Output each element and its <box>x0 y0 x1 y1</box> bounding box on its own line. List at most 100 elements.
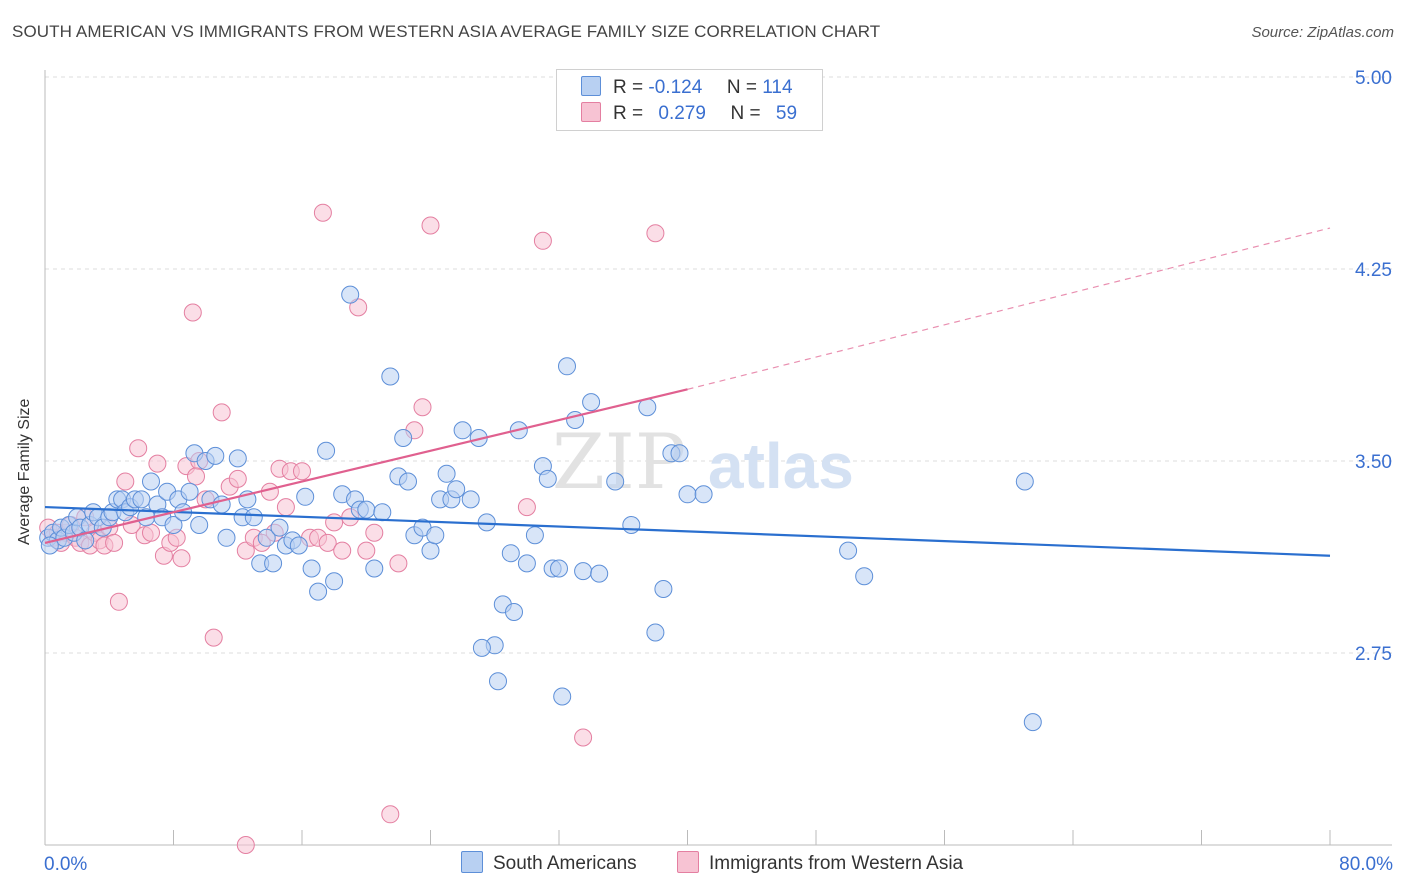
y-tick-label: 5.00 <box>1355 68 1392 89</box>
data-point-western-asia <box>574 728 593 747</box>
data-point-south-americans <box>622 516 641 534</box>
data-point-western-asia <box>116 472 135 491</box>
data-point-western-asia <box>142 523 160 542</box>
legend-item-western-asia: Immigrants from Western Asia <box>677 851 963 875</box>
data-point-western-asia <box>236 541 255 560</box>
data-point-south-americans <box>447 480 466 499</box>
trend-lines <box>44 227 1331 557</box>
data-point-south-americans <box>164 516 183 534</box>
x-tick-label: 0.0% <box>44 854 87 875</box>
data-point-western-asia <box>212 403 231 422</box>
data-point-western-asia <box>236 836 255 854</box>
x-tick-label: 80.0% <box>1339 854 1393 875</box>
data-point-western-asia <box>109 592 128 611</box>
legend-row-western-asia: R = 0.279 N = 59 <box>581 102 797 128</box>
data-point-south-americans <box>365 559 384 578</box>
data-point-south-americans <box>517 554 536 573</box>
data-point-western-asia <box>228 469 247 488</box>
data-point-south-americans <box>437 464 456 483</box>
data-point-western-asia <box>517 498 536 517</box>
data-point-south-americans <box>1023 713 1042 732</box>
data-point-south-americans <box>839 541 858 560</box>
data-point-western-asia <box>421 216 440 235</box>
data-point-south-americans <box>654 580 673 598</box>
data-point-south-americans <box>217 528 236 547</box>
trend-line-western-asia <box>44 388 688 544</box>
legend-r-value: -0.124 <box>648 77 703 98</box>
data-point-western-asia <box>413 398 432 417</box>
data-point-western-asia <box>646 224 665 243</box>
trend-line-extension <box>687 227 1331 390</box>
legend-n-value: 114 <box>762 77 793 98</box>
data-point-south-americans <box>670 444 689 463</box>
legend-r-value: 0.279 <box>658 103 706 124</box>
data-point-western-asia <box>105 533 124 552</box>
data-point-western-asia <box>357 541 376 560</box>
tick-labels: 2.75 3.50 4.25 5.00 0.0% 80.0% <box>44 68 1393 875</box>
y-tick-label: 2.75 <box>1355 644 1392 665</box>
data-point-south-americans <box>550 559 568 578</box>
legend-item-label: Immigrants from Western Asia <box>709 853 964 874</box>
pink-swatch <box>677 851 699 873</box>
data-point-south-americans <box>472 638 491 657</box>
legend-n-value: 59 <box>775 103 798 124</box>
legend-r-label: R = <box>613 103 644 124</box>
data-point-south-americans <box>244 508 263 527</box>
data-point-south-americans <box>257 528 276 547</box>
correlation-legend: R = -0.124 N = 114 R = 0.279 N = 59 <box>556 69 823 131</box>
y-axis-label: Average Family Size <box>16 398 33 545</box>
data-point-western-asia <box>293 462 311 481</box>
y-axis-label-wrap: Average Family Size <box>14 290 40 690</box>
data-point-south-americans <box>228 449 247 468</box>
data-point-south-americans <box>477 513 496 532</box>
data-point-south-americans <box>317 441 336 460</box>
blue-swatch <box>461 851 483 873</box>
data-point-south-americans <box>501 544 520 563</box>
legend-n-label: N = <box>726 77 757 98</box>
data-point-south-americans <box>289 536 308 555</box>
data-point-south-americans <box>538 469 557 488</box>
y-tick-label: 3.50 <box>1355 452 1392 473</box>
data-point-western-asia <box>276 498 295 517</box>
data-point-western-asia <box>187 467 205 486</box>
data-point-south-americans <box>421 541 440 560</box>
data-point-south-americans <box>190 516 209 534</box>
data-point-western-asia <box>333 541 352 560</box>
legend-row-south-americans: R = -0.124 N = 114 <box>581 76 793 102</box>
data-point-south-americans <box>646 623 665 642</box>
data-point-south-americans <box>574 562 593 581</box>
y-tick-label: 4.25 <box>1355 260 1392 281</box>
data-point-south-americans <box>694 485 713 504</box>
data-point-south-americans <box>341 285 360 304</box>
data-point-south-americans <box>309 582 328 601</box>
chart-source: Source: ZipAtlas.com <box>1251 24 1394 41</box>
data-point-south-americans <box>590 564 609 583</box>
data-point-western-asia <box>204 628 223 647</box>
data-point-western-asia <box>148 454 167 473</box>
legend-item-south-americans: South Americans <box>461 851 637 875</box>
data-point-western-asia <box>129 439 148 458</box>
data-point-south-americans <box>264 554 283 573</box>
data-point-western-asia <box>172 549 191 568</box>
data-point-south-americans <box>270 518 289 537</box>
data-point-south-americans <box>180 482 199 501</box>
data-point-south-americans <box>1015 472 1034 491</box>
data-point-south-americans <box>855 567 874 586</box>
data-point-western-asia <box>313 203 332 222</box>
data-point-western-asia <box>325 513 344 532</box>
data-point-south-americans <box>132 490 151 509</box>
watermark-zip: ZIP <box>552 417 686 506</box>
data-point-western-asia <box>389 554 408 573</box>
data-point-western-asia <box>349 298 368 317</box>
data-point-south-americans <box>357 500 376 519</box>
data-point-south-americans <box>461 490 480 509</box>
series-legend: South Americans Immigrants from Western … <box>0 851 1406 877</box>
data-point-south-americans <box>206 446 225 465</box>
data-point-western-asia <box>183 303 202 322</box>
data-point-south-americans <box>394 429 413 447</box>
data-point-western-asia <box>365 523 384 542</box>
pink-swatch <box>581 102 601 122</box>
data-point-south-americans <box>373 503 392 522</box>
watermark-atlas: atlas <box>708 430 854 502</box>
